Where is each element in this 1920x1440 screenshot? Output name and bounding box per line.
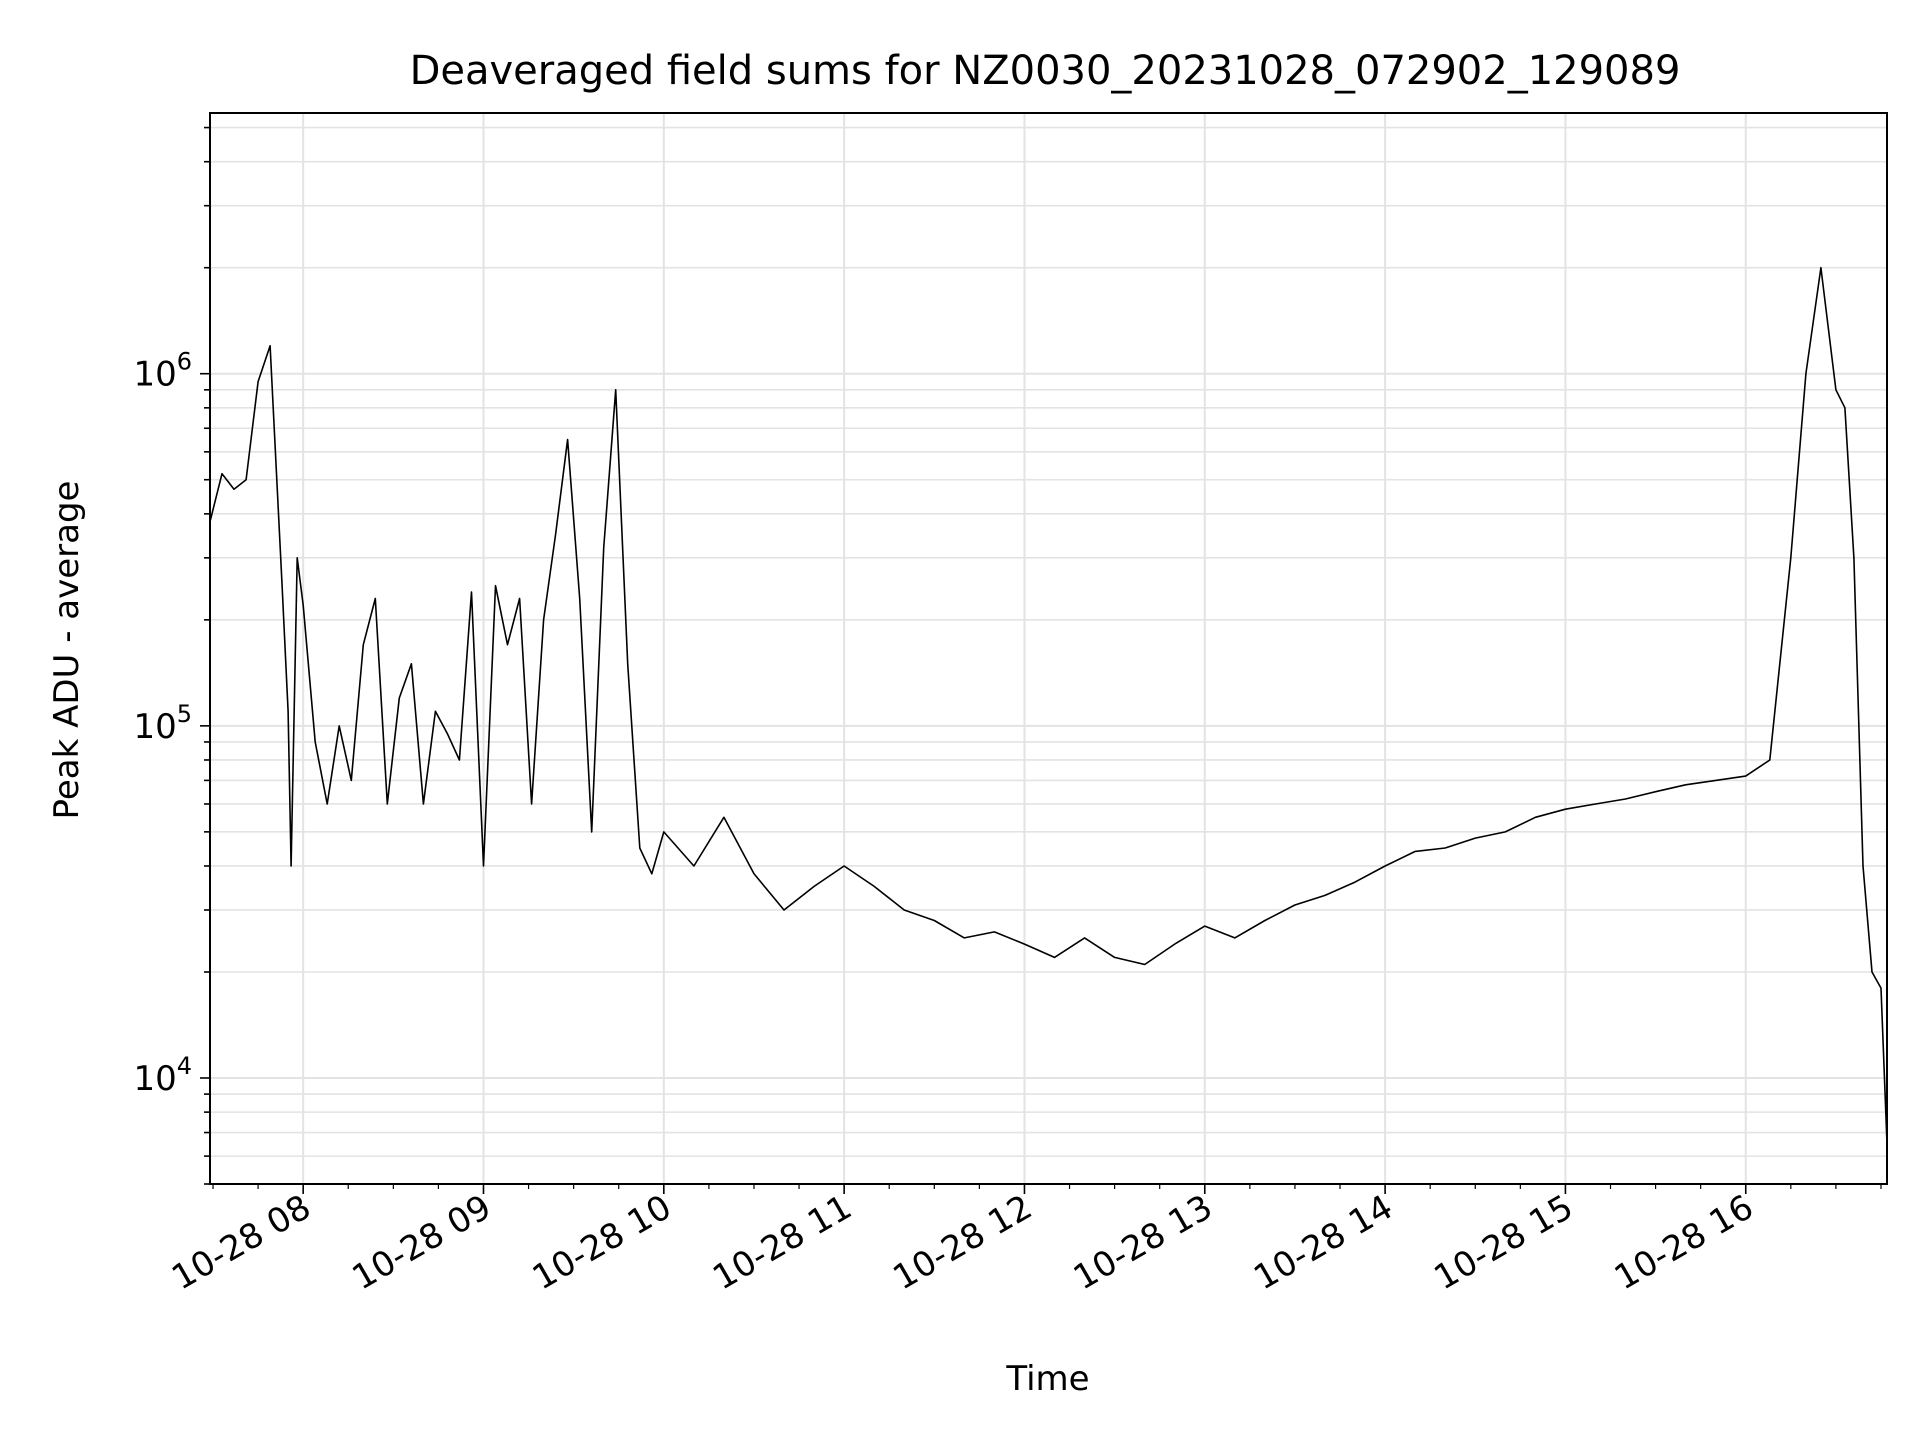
plot-frame (209, 112, 1888, 1185)
x-axis: 10-28 08 10-28 09 10-28 10 10-28 11 10-28 12… (165, 1184, 1882, 1298)
y-tick-label: 104 (133, 1052, 192, 1099)
x-tick-label: 10-28 12 (887, 1187, 1039, 1298)
x-tick-label: 10-28 16 (1608, 1187, 1760, 1298)
series-line (209, 266, 1888, 1144)
x-tick-label: 10-28 13 (1067, 1187, 1219, 1298)
grid-lines (210, 113, 1887, 1185)
x-tick-label: 10-28 15 (1428, 1187, 1580, 1298)
x-tick-label: 10-28 10 (526, 1187, 678, 1298)
x-tick-label: 10-28 09 (346, 1187, 498, 1298)
x-axis-label: Time (1005, 1359, 1089, 1399)
x-tick-label: 10-28 14 (1247, 1187, 1399, 1298)
chart-title: Deaveraged field sums for NZ0030_2023102… (410, 48, 1681, 94)
y-tick-label: 106 (133, 348, 192, 395)
x-tick-label: 10-28 08 (165, 1187, 317, 1298)
x-tick-label: 10-28 11 (706, 1187, 858, 1298)
y-axis: 104 105 106 (133, 126, 210, 1185)
y-axis-label: Peak ADU - average (47, 481, 87, 820)
y-tick-label: 105 (133, 700, 192, 747)
